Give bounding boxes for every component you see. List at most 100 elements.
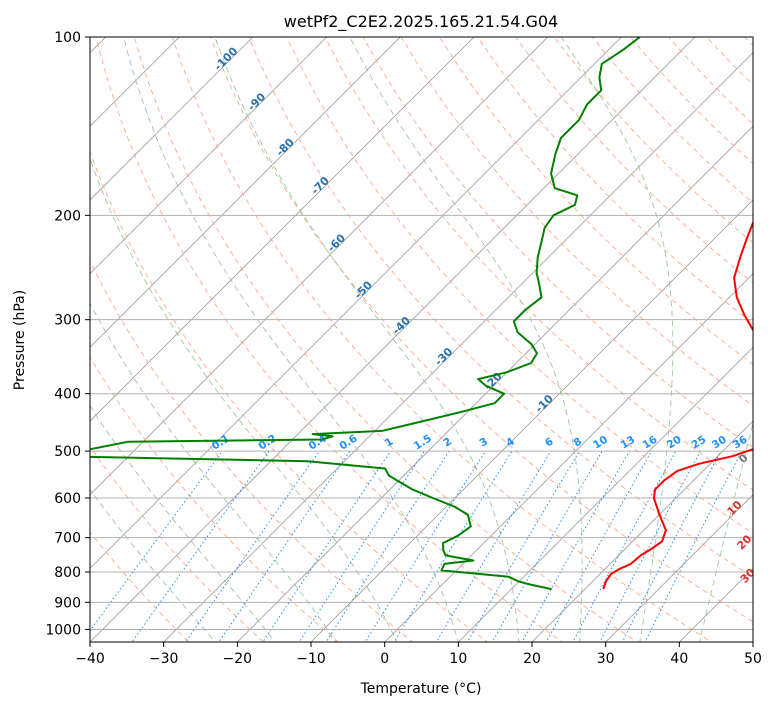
temperature-profile-line xyxy=(602,217,753,590)
y-tick-label: 100 xyxy=(54,30,81,46)
x-tick-label: 0 xyxy=(380,651,389,667)
dry-adiabat-line xyxy=(744,37,753,47)
dry-adiabat-label: 40 xyxy=(752,595,772,615)
dry-adiabat-line xyxy=(171,37,713,642)
plot-frame xyxy=(89,36,754,643)
mixing-ratio-label: 10 xyxy=(591,434,610,452)
x-tick-label: −40 xyxy=(75,651,105,667)
isotherm-label: -100 xyxy=(212,44,241,73)
dry-adiabat-line xyxy=(90,259,414,642)
mixing-ratio-label: 0.2 xyxy=(257,433,279,453)
x-tick-label: 50 xyxy=(744,651,762,667)
y-tick-label: 400 xyxy=(54,387,81,403)
dry-adiabat-line xyxy=(90,356,339,642)
isotherm-line xyxy=(678,567,753,642)
isotherm-label: -50 xyxy=(352,278,375,301)
dry-adiabat-line xyxy=(90,150,489,642)
dry-adiabat-lines xyxy=(90,10,775,654)
y-tick-label: 1000 xyxy=(45,622,81,638)
x-tick-label: 10 xyxy=(449,651,467,667)
isotherm-label: -10 xyxy=(533,392,556,415)
isotherm-label: -60 xyxy=(325,231,348,254)
x-tick-label: 40 xyxy=(670,651,688,667)
mixing-ratio-label: 25 xyxy=(690,434,709,452)
profile-series xyxy=(90,37,753,591)
y-tick-label: 300 xyxy=(54,313,81,329)
mixing-ratio-label: 1.5 xyxy=(412,433,434,453)
mixing-ratio-line xyxy=(90,450,223,632)
x-axis: −40 −30 −20 −10 0 10 20 30 40 50 xyxy=(75,642,762,667)
y-tick-label: 800 xyxy=(54,565,81,581)
dry-adiabat-line xyxy=(515,37,753,284)
mixing-ratio-line xyxy=(621,450,722,642)
isotherm-label: -70 xyxy=(309,174,332,197)
isotherm-label: -40 xyxy=(390,314,413,337)
mixing-ratio-line xyxy=(262,450,392,642)
isotherm-line xyxy=(90,37,180,127)
x-tick-label: −20 xyxy=(223,651,253,667)
isotherm-line xyxy=(531,420,753,642)
moist-adiabat-line xyxy=(90,157,398,642)
mixing-ratio-label: 0.1 xyxy=(210,433,232,453)
x-tick-label: 20 xyxy=(523,651,541,667)
mixing-ratio-label: 30 xyxy=(710,434,729,452)
mixing-ratio-line xyxy=(545,450,653,642)
dry-adiabat-line xyxy=(756,10,775,654)
moist-adiabat-line xyxy=(349,37,583,642)
isotherm-line xyxy=(90,37,549,496)
y-tick-label: 600 xyxy=(54,491,81,507)
mixing-ratio-label: 16 xyxy=(641,434,660,452)
x-tick-label: −30 xyxy=(149,651,179,667)
isotherm-label: -80 xyxy=(274,135,297,158)
mixing-ratio-line xyxy=(393,450,513,642)
dry-adiabat-label: 10 xyxy=(725,498,745,518)
mixing-ratio-label: 1 xyxy=(383,436,396,450)
mixing-ratio-line xyxy=(466,450,580,642)
dry-adiabat-line xyxy=(629,37,753,165)
mixing-ratio-label: 8 xyxy=(572,436,585,450)
isotherm-label: -30 xyxy=(432,345,455,368)
isotherm-line xyxy=(457,346,753,642)
dry-adiabat-label: 20 xyxy=(734,532,754,552)
isotherm-line xyxy=(384,273,753,642)
x-tick-label: −10 xyxy=(296,651,326,667)
moist-adiabat-line xyxy=(90,404,276,642)
isotherm-line xyxy=(90,37,328,275)
mixing-ratio-label: 3 xyxy=(478,436,491,450)
mixing-ratio-label: 2 xyxy=(441,436,454,450)
dry-adiabat-line xyxy=(133,37,638,642)
mixing-ratio-line xyxy=(435,450,552,642)
moist-adiabat-line xyxy=(123,37,459,642)
isotherm-line xyxy=(752,641,753,642)
isotherm-label: -90 xyxy=(245,90,268,113)
isotherm-line xyxy=(310,199,753,642)
isotherm-line xyxy=(90,37,622,569)
mixing-ratio-line xyxy=(298,450,425,642)
moist-adiabat-line xyxy=(214,37,520,642)
mixing-ratio-label: 20 xyxy=(665,434,684,452)
dry-adiabat-line xyxy=(591,37,753,204)
mixing-ratio-line xyxy=(491,450,603,642)
dry-adiabat-line xyxy=(362,37,753,449)
dry-adiabat-line xyxy=(90,445,265,642)
isotherm-line xyxy=(0,10,59,654)
y-tick-label: 700 xyxy=(54,531,81,547)
mixing-ratio-line xyxy=(644,450,743,642)
dry-adiabat-line xyxy=(210,37,753,623)
pressure-gridlines xyxy=(90,37,753,630)
isotherm-line xyxy=(90,37,475,422)
chart-title: wetPf2_C2E2.2025.165.21.54.G04 xyxy=(284,12,558,32)
mixing-ratio-lines xyxy=(90,450,743,642)
moist-adiabat-line xyxy=(561,37,674,642)
y-tick-label: 200 xyxy=(54,208,81,224)
isotherm-line xyxy=(163,52,753,642)
mixing-ratio-line xyxy=(325,450,450,642)
dry-adiabat-line xyxy=(705,37,753,86)
mixing-ratio-label: 13 xyxy=(619,434,638,452)
dry-adiabat-line xyxy=(438,37,753,365)
dry-adiabat-line xyxy=(95,37,564,642)
dry-adiabat-line xyxy=(400,37,753,407)
isotherm-line xyxy=(90,37,254,201)
dewpoint-profile-line xyxy=(90,37,641,591)
